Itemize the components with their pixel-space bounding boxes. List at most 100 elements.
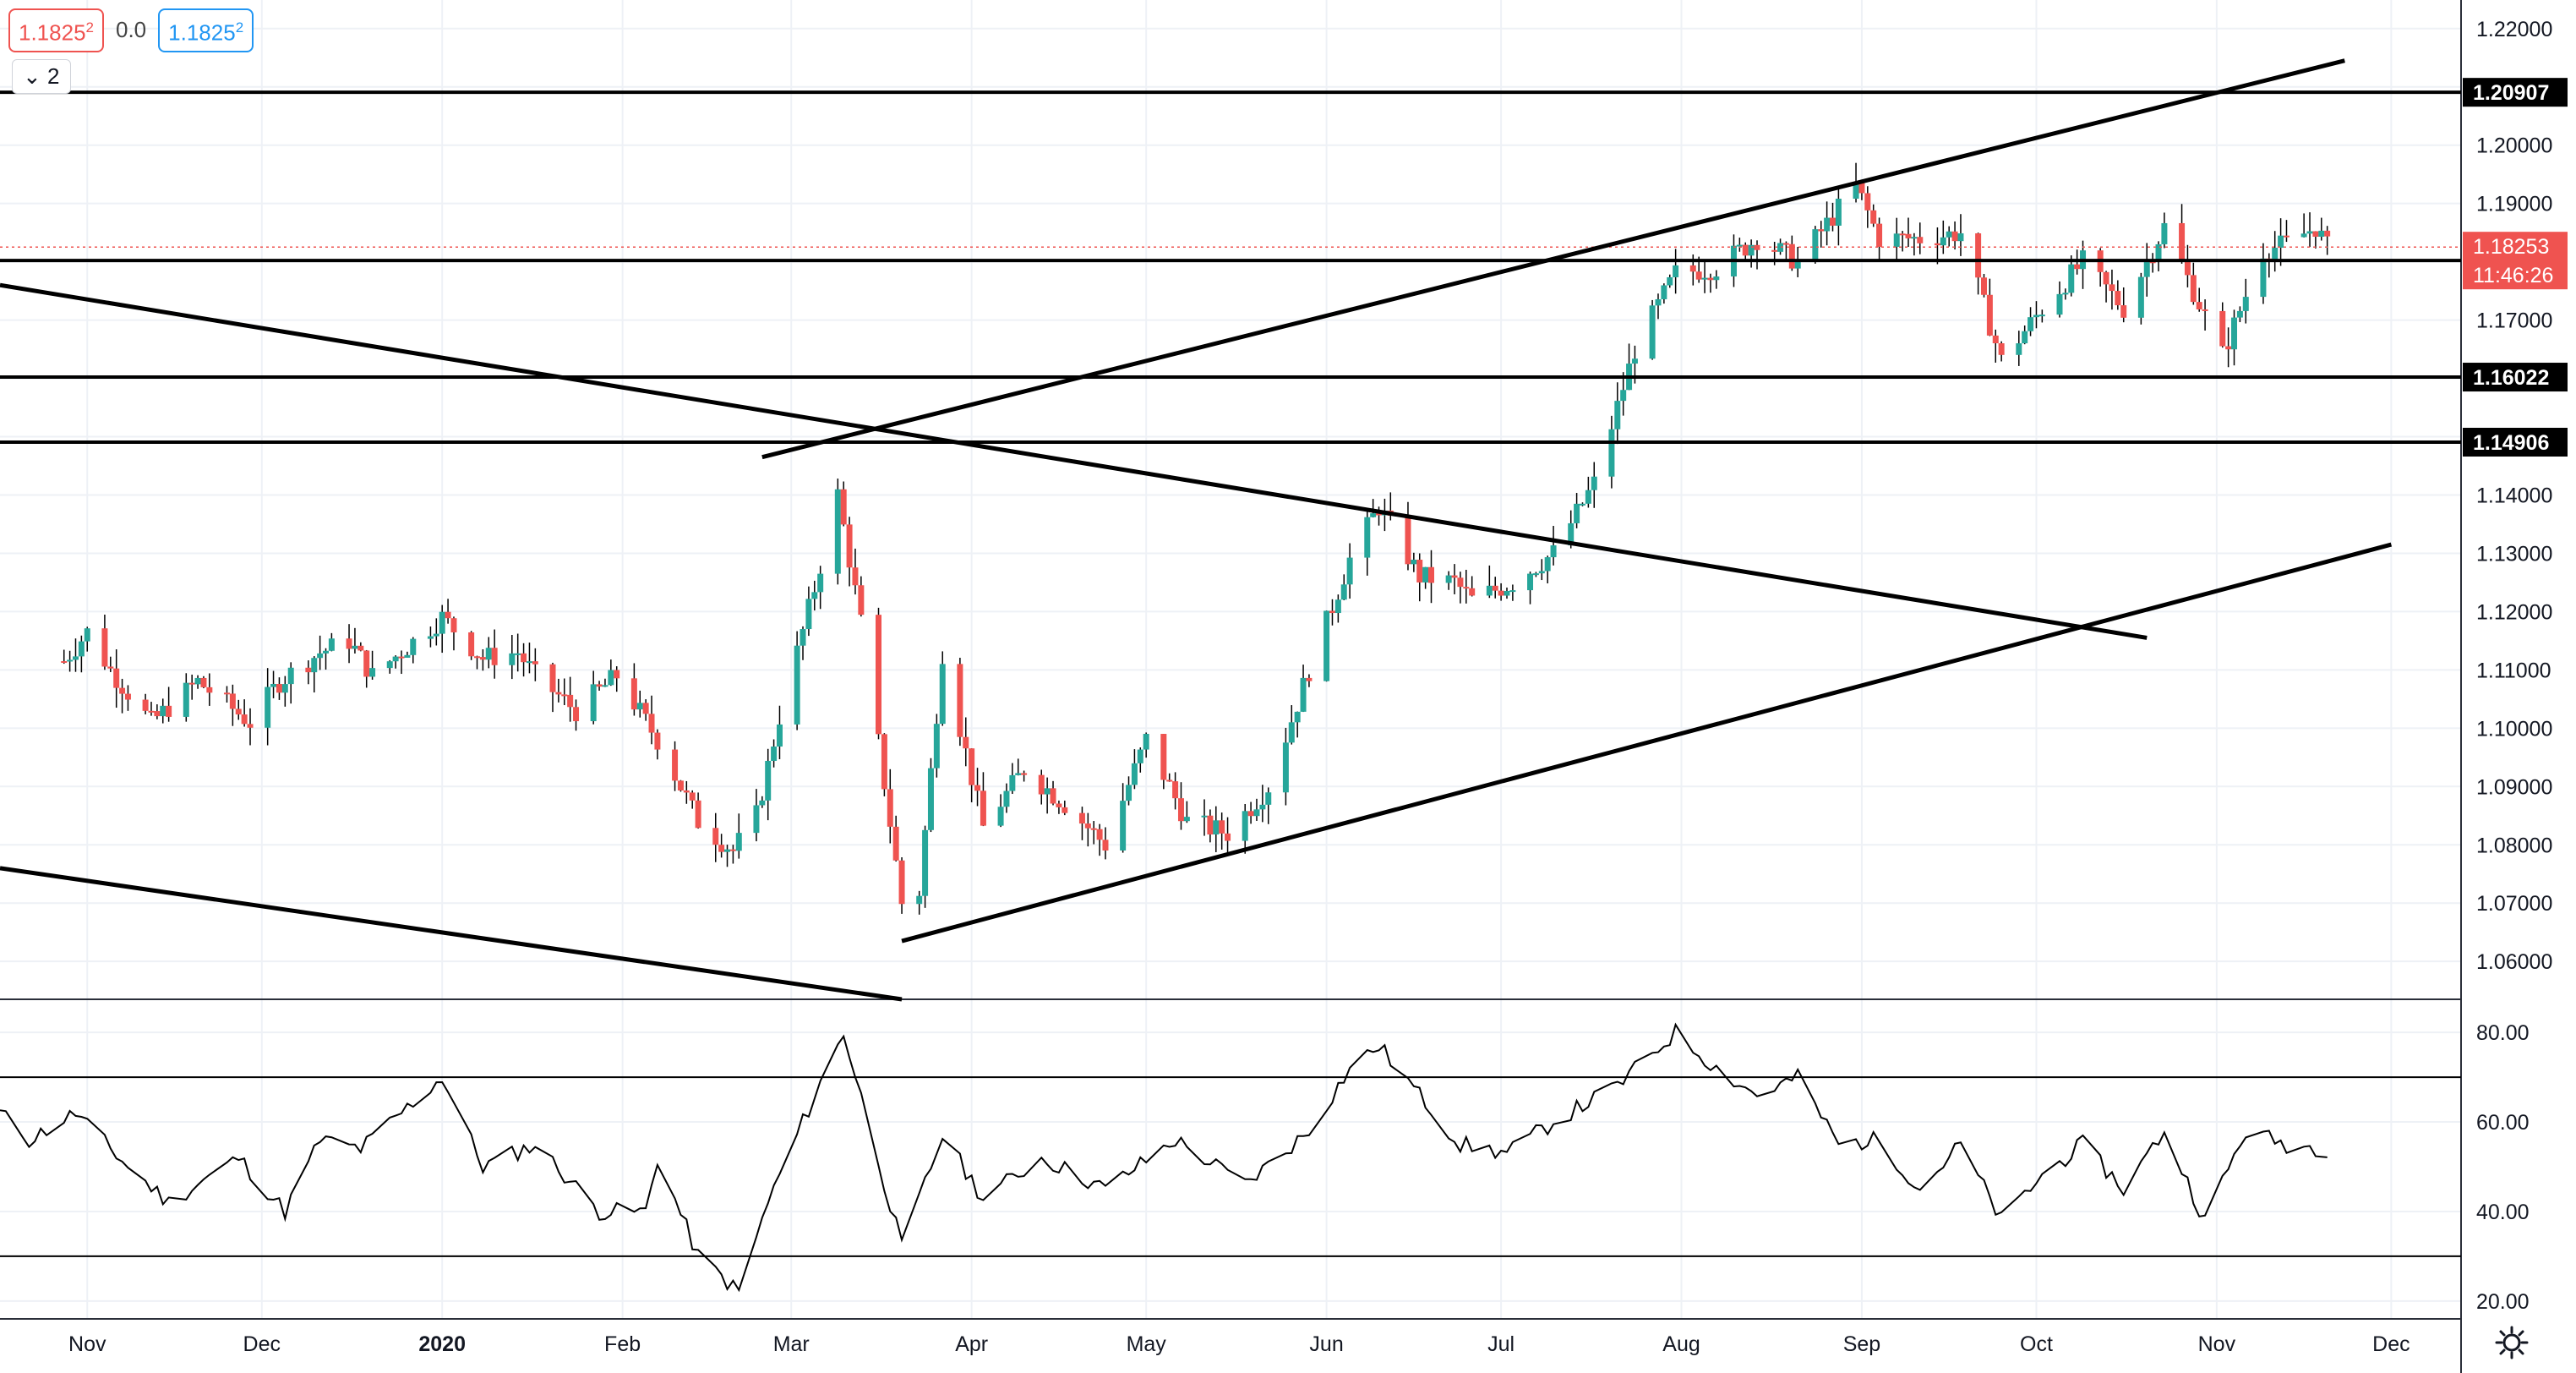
candle bbox=[433, 618, 439, 646]
trendlines bbox=[0, 58, 2461, 1002]
candle bbox=[72, 638, 79, 672]
candle bbox=[636, 690, 643, 718]
candle bbox=[148, 702, 155, 716]
candle bbox=[223, 686, 230, 703]
price-tick-label: 1.06000 bbox=[2476, 950, 2552, 974]
candle bbox=[2120, 287, 2127, 323]
candle-body bbox=[119, 687, 126, 694]
candle-body bbox=[1689, 265, 1696, 272]
candle bbox=[1626, 343, 1633, 391]
candle-body bbox=[485, 648, 492, 660]
candle bbox=[549, 662, 556, 713]
candle bbox=[357, 642, 364, 652]
candle-body bbox=[1695, 271, 1702, 280]
candle-body bbox=[771, 747, 778, 761]
candle bbox=[194, 675, 201, 689]
candle bbox=[1422, 566, 1429, 589]
candle-body bbox=[1986, 294, 1993, 336]
candle-body bbox=[1794, 260, 1801, 269]
candle bbox=[1782, 241, 1789, 261]
candle bbox=[1550, 526, 1557, 566]
candle bbox=[119, 678, 126, 714]
candle bbox=[1707, 273, 1714, 293]
candle bbox=[113, 649, 120, 708]
candle-body bbox=[427, 636, 434, 639]
candle-body bbox=[608, 670, 614, 686]
candle-body bbox=[765, 760, 772, 801]
candle-body bbox=[509, 653, 516, 665]
candle bbox=[573, 699, 580, 731]
candle bbox=[1102, 827, 1109, 860]
candle bbox=[695, 792, 701, 829]
candle bbox=[2306, 212, 2313, 248]
candle bbox=[846, 517, 853, 587]
candle bbox=[1591, 462, 1597, 508]
candle-body bbox=[439, 611, 445, 634]
candle bbox=[1527, 572, 1534, 604]
candle-body bbox=[1428, 566, 1435, 583]
candlestick-series bbox=[61, 162, 2331, 915]
candle bbox=[939, 651, 946, 726]
indicators-collapse-button[interactable]: ⌄ 2 bbox=[12, 59, 71, 94]
level-tag-label: 1.20907 bbox=[2473, 81, 2549, 105]
candle-body bbox=[939, 664, 946, 725]
candle bbox=[1532, 572, 1539, 577]
candle bbox=[765, 748, 772, 821]
candle bbox=[672, 741, 679, 791]
candle-body bbox=[922, 829, 929, 896]
candle bbox=[1137, 747, 1143, 773]
candle-body bbox=[1225, 833, 1231, 841]
trendline bbox=[901, 542, 2393, 944]
level-tag-label: 1.14906 bbox=[2473, 431, 2549, 455]
time-tick-label: Oct bbox=[2020, 1332, 2053, 1356]
level-tag-label: 1.16022 bbox=[2473, 366, 2549, 390]
candle-body bbox=[1445, 575, 1452, 583]
candle-body bbox=[287, 667, 294, 685]
candle-body bbox=[2062, 293, 2069, 295]
candle-body bbox=[590, 684, 597, 722]
time-tick-label: Dec bbox=[2372, 1332, 2410, 1356]
candle-body bbox=[1538, 571, 1545, 574]
candle bbox=[735, 813, 742, 859]
candle-body bbox=[1038, 774, 1045, 795]
candle-body bbox=[2028, 317, 2034, 331]
sell-price-button[interactable]: 1.18252 bbox=[8, 8, 104, 52]
trendline bbox=[761, 58, 2345, 460]
candle-body bbox=[1864, 193, 1871, 211]
candle-body bbox=[2161, 222, 2168, 244]
candle bbox=[1044, 777, 1051, 814]
gear-icon[interactable] bbox=[2491, 1322, 2532, 1363]
candle bbox=[753, 789, 760, 842]
candle-body bbox=[1504, 590, 1510, 596]
level-tag bbox=[2463, 363, 2568, 392]
candle bbox=[276, 677, 282, 700]
candle-body bbox=[2225, 346, 2232, 350]
candle-body bbox=[677, 780, 684, 790]
candle-body bbox=[1265, 792, 1272, 805]
candle bbox=[2022, 325, 2028, 345]
candle-body bbox=[2324, 230, 2331, 237]
candle bbox=[1405, 501, 1411, 571]
candle-body bbox=[1329, 610, 1335, 614]
candle-body bbox=[1934, 243, 1940, 246]
time-tick-label: Sep bbox=[1843, 1332, 1880, 1356]
candle-body bbox=[596, 684, 603, 687]
candle-body bbox=[852, 567, 859, 586]
candle bbox=[67, 650, 74, 672]
candle bbox=[712, 812, 719, 862]
candle bbox=[1282, 727, 1289, 806]
buy-price-button[interactable]: 1.18252 bbox=[158, 8, 254, 52]
candle bbox=[1340, 574, 1347, 600]
candle-body bbox=[1405, 516, 1411, 565]
candle-body bbox=[183, 682, 189, 717]
candle-body bbox=[1177, 798, 1184, 822]
candle-body bbox=[1812, 229, 1819, 260]
candle bbox=[1265, 787, 1272, 824]
candle bbox=[468, 631, 475, 660]
candle-body bbox=[718, 845, 725, 852]
candle bbox=[608, 659, 614, 686]
candle bbox=[776, 705, 783, 759]
candle bbox=[2196, 287, 2202, 312]
candle-body bbox=[2109, 284, 2115, 292]
